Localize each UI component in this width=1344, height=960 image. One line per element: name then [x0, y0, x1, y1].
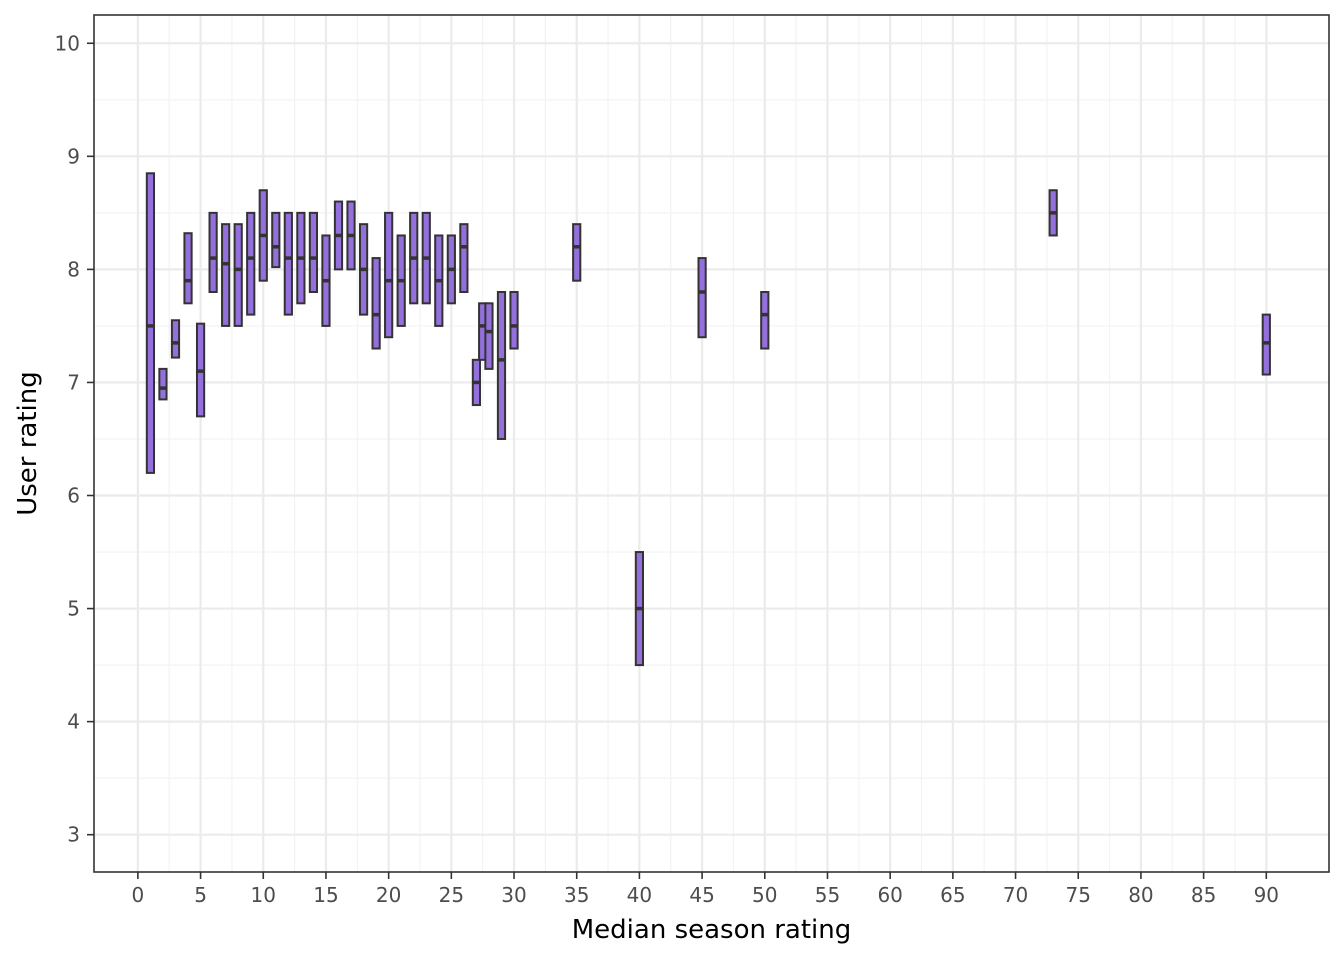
x-axis-title: Median season rating	[572, 915, 852, 945]
y-tick-label: 8	[67, 257, 80, 281]
x-tick-label: 55	[815, 883, 840, 907]
box	[371, 257, 381, 350]
box	[333, 200, 344, 271]
major-gridlines	[94, 15, 1329, 872]
box	[496, 290, 507, 440]
x-tick-label: 60	[877, 883, 902, 907]
box-body	[221, 223, 231, 327]
minor-gridlines	[94, 15, 1329, 872]
box-body	[145, 172, 156, 474]
box	[183, 232, 193, 305]
y-tick-label: 5	[67, 597, 80, 621]
box	[409, 211, 419, 305]
box	[471, 358, 482, 407]
box-body	[208, 211, 218, 293]
box	[396, 234, 406, 327]
x-tick-label: 90	[1254, 883, 1279, 907]
box	[208, 211, 218, 293]
box	[346, 200, 356, 271]
box-body	[271, 211, 281, 269]
box-body	[572, 223, 582, 282]
box	[421, 211, 431, 305]
y-tick-label: 6	[67, 484, 80, 508]
x-tick-label: 80	[1128, 883, 1153, 907]
boxes-layer	[145, 172, 1271, 667]
y-tick-label: 9	[67, 144, 80, 168]
box-body	[183, 232, 193, 305]
box	[358, 223, 369, 316]
box	[446, 234, 456, 305]
y-axis-title: User rating	[13, 371, 43, 516]
box	[434, 234, 444, 327]
x-tick-label: 20	[376, 883, 401, 907]
box-body	[509, 290, 519, 350]
box	[283, 211, 293, 316]
y-tick-label: 3	[67, 823, 80, 847]
x-tick-label: 0	[132, 883, 145, 907]
box-body	[170, 319, 181, 359]
x-tick-label: 70	[1003, 883, 1028, 907]
x-tick-label: 50	[752, 883, 777, 907]
box	[145, 172, 156, 474]
x-tick-label: 35	[564, 883, 589, 907]
box-body	[246, 211, 256, 316]
box	[221, 223, 231, 327]
x-tick-label: 5	[194, 883, 207, 907]
y-tick-label: 7	[67, 370, 80, 394]
box	[158, 367, 168, 401]
box-body	[283, 211, 293, 316]
x-tick-label: 10	[251, 883, 276, 907]
x-tick-label: 75	[1066, 883, 1091, 907]
box-body	[496, 290, 507, 440]
box	[459, 223, 469, 293]
panel-border	[93, 14, 1330, 873]
x-tick-label: 25	[439, 883, 464, 907]
box	[1048, 189, 1058, 237]
box-body	[384, 211, 394, 339]
y-tick-label: 4	[67, 710, 80, 734]
box	[271, 211, 281, 269]
x-tick-label: 30	[501, 883, 526, 907]
box	[509, 290, 519, 350]
box	[246, 211, 256, 316]
box	[233, 223, 243, 327]
box-body	[484, 302, 494, 370]
box-body	[371, 257, 381, 350]
y-axis-ticks: 3 4 5 6 7 8 9 10	[55, 31, 94, 847]
box	[760, 290, 770, 350]
box-body	[760, 290, 770, 350]
x-tick-label: 65	[940, 883, 965, 907]
box	[697, 257, 707, 339]
x-tick-label: 40	[627, 883, 652, 907]
box-body	[459, 223, 469, 293]
box	[308, 211, 319, 293]
box	[258, 189, 268, 282]
box	[384, 211, 394, 339]
x-axis-ticks: 0 5 10 15 20 25 30 35 40 45 50 55 60 65 70 75 80 85 90	[132, 872, 1279, 907]
box	[1261, 313, 1271, 376]
y-tick-label: 10	[55, 31, 80, 55]
box	[484, 302, 494, 370]
box-body	[233, 223, 243, 327]
x-tick-label: 45	[689, 883, 714, 907]
box	[572, 223, 582, 282]
box	[321, 234, 331, 327]
x-tick-label: 15	[313, 883, 338, 907]
box	[296, 211, 306, 305]
box-body	[697, 257, 707, 339]
x-tick-label: 85	[1191, 883, 1216, 907]
box-body	[158, 367, 168, 401]
box	[634, 551, 645, 667]
box	[195, 322, 206, 418]
box	[170, 319, 181, 359]
box-body	[308, 211, 319, 293]
